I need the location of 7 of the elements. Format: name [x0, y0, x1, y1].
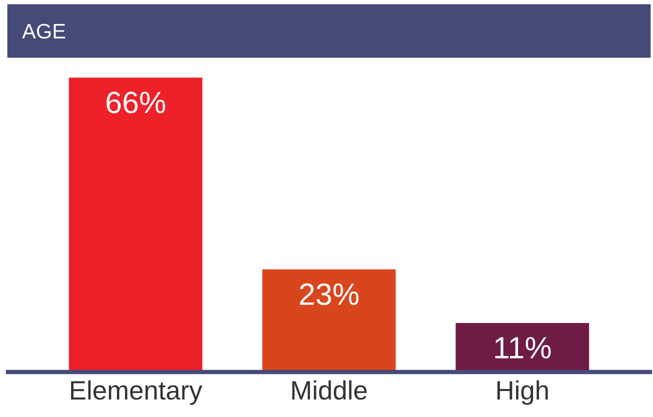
- chart-title: AGE: [22, 24, 66, 39]
- x-tick-label: Middle: [292, 380, 367, 400]
- data-label: 23%: [300, 283, 358, 306]
- data-label: 66%: [106, 92, 166, 114]
- x-tick-label: Elementary: [71, 380, 202, 405]
- data-label: 11%: [495, 337, 551, 358]
- x-tick-label: High: [497, 380, 548, 405]
